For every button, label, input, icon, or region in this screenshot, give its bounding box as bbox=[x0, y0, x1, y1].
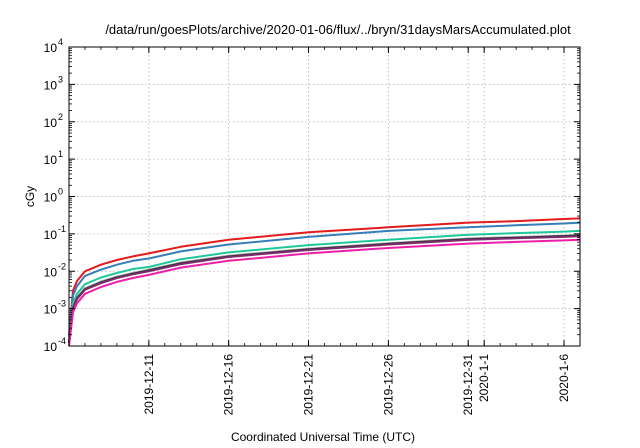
x-axis-label: Coordinated Universal Time (UTC) bbox=[231, 430, 415, 444]
x-tick-label: 2019-12-16 bbox=[222, 354, 236, 416]
x-tick-label: 2019-12-26 bbox=[381, 354, 395, 416]
y-tick-label: 10 bbox=[44, 153, 58, 167]
series-line-6 bbox=[68, 235, 581, 344]
series-line-3 bbox=[68, 229, 581, 340]
series-line-2 bbox=[68, 221, 581, 337]
y-tick-exponent: -1 bbox=[58, 224, 66, 234]
y-tick-label: 10 bbox=[44, 41, 58, 55]
y-tick-label: 10 bbox=[44, 340, 58, 354]
x-tick-label: 2020-1-6 bbox=[557, 354, 571, 402]
y-tick-exponent: 0 bbox=[58, 187, 63, 197]
y-tick-label: 10 bbox=[44, 228, 58, 242]
series-lines bbox=[68, 217, 581, 347]
y-tick-exponent: -2 bbox=[58, 261, 66, 271]
y-tick-exponent: 3 bbox=[58, 74, 63, 84]
grid-lines bbox=[69, 47, 580, 346]
y-tick-exponent: 2 bbox=[58, 112, 63, 122]
y-tick-label: 10 bbox=[44, 265, 58, 279]
x-axis-ticks: 2019-12-11 2019-12-16 2019-12-21 2019-12-26… bbox=[68, 47, 581, 416]
x-tick-label: 2019-12-11 bbox=[142, 354, 156, 415]
y-axis-label: cGy bbox=[23, 186, 37, 207]
series-line-4 bbox=[68, 233, 581, 342]
x-tick-label: 2020-1-1 bbox=[477, 354, 491, 402]
x-tick-label: 2019-12-31 bbox=[461, 354, 475, 416]
y-tick-exponent: 4 bbox=[58, 37, 63, 47]
y-tick-exponent: -4 bbox=[58, 336, 66, 346]
series-line-1 bbox=[68, 217, 581, 335]
y-tick-label: 10 bbox=[44, 191, 58, 205]
y-tick-exponent: 1 bbox=[58, 149, 63, 159]
y-tick-label: 10 bbox=[44, 303, 58, 317]
y-tick-label: 10 bbox=[44, 78, 58, 92]
y-tick-label: 10 bbox=[44, 116, 58, 130]
y-tick-exponent: -3 bbox=[58, 299, 66, 309]
x-tick-label: 2019-12-21 bbox=[302, 354, 316, 416]
chart-title: /data/run/goesPlots/archive/2020-01-06/f… bbox=[105, 22, 571, 37]
series-line-7 bbox=[68, 238, 581, 347]
